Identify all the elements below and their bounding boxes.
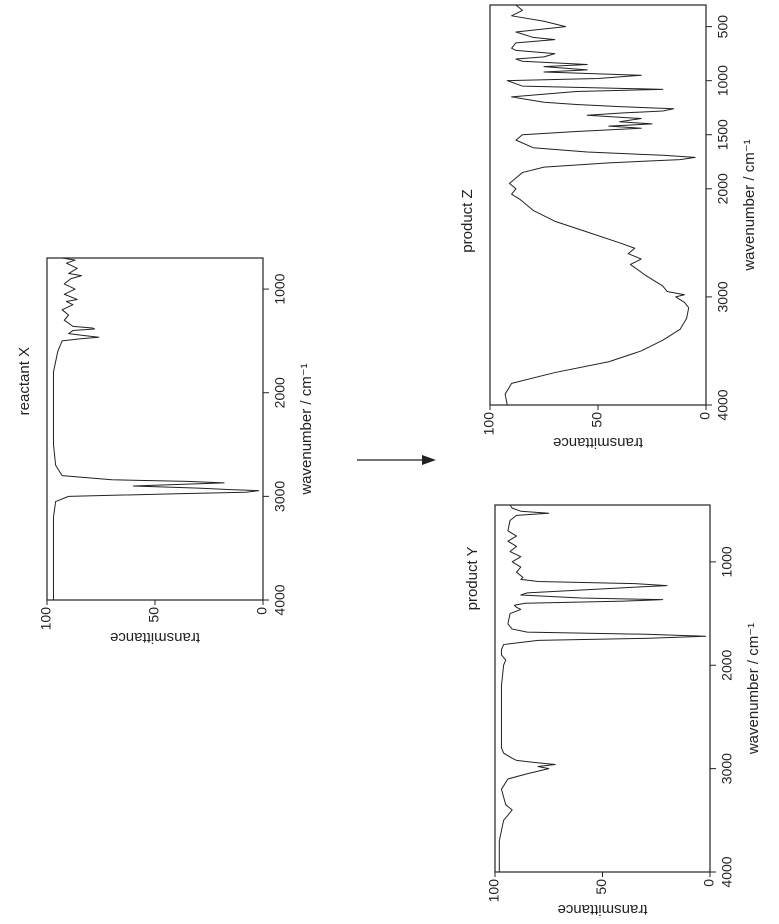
chart-title: product Z: [459, 189, 476, 252]
x-tick-label: 2000: [715, 173, 731, 204]
x-tick-label: 3000: [272, 481, 288, 512]
x-tick-label: 1500: [715, 119, 731, 150]
y-tick-label: 0: [701, 879, 717, 887]
y-tick-label: 50: [146, 607, 162, 623]
spectrum-chart: 4000 3000 2000 1500 1000 500 0 50 100 product Z wa…: [459, 4, 758, 451]
x-tick-label: 500: [715, 15, 731, 39]
y-tick-label: 100: [38, 607, 54, 631]
spectrum-line: [498, 504, 707, 872]
y-axis-label: transmittance: [557, 901, 647, 918]
spectrum-chart: 4000 3000 2000 1000 0 50 100 reactant X wavenumb…: [16, 257, 315, 646]
chart-title: reactant X: [16, 347, 33, 415]
plot-frame: [494, 504, 711, 873]
chart-title: product Y: [464, 546, 481, 610]
x-tick-label: 4000: [715, 389, 731, 420]
x-axis-label: wavenumber / cm⁻¹: [741, 139, 758, 271]
x-tick-label: 3000: [715, 281, 731, 312]
x-tick-label: 3000: [719, 753, 735, 784]
x-tick-label: 2000: [272, 377, 288, 408]
spectrum-chart: 4000 3000 2000 1000 0 50 100 product Y wavenumbe…: [464, 504, 762, 918]
y-tick-label: 50: [593, 879, 609, 895]
y-axis-label: transmittance: [553, 434, 643, 451]
arrow-head: [422, 455, 436, 465]
y-tick-label: 0: [697, 412, 713, 420]
spectrum-line: [52, 257, 260, 600]
x-tick-label: 4000: [719, 856, 735, 887]
x-tick-label: 4000: [272, 584, 288, 615]
x-tick-label: 1000: [719, 546, 735, 577]
y-axis-label: transmittance: [110, 629, 200, 646]
x-tick-label: 2000: [719, 649, 735, 680]
y-tick-label: 100: [486, 879, 502, 903]
plot-frame: [489, 4, 707, 406]
x-axis-label: wavenumber / cm⁻¹: [298, 363, 315, 495]
plot-frame: [46, 257, 264, 601]
spectrum-line: [504, 4, 696, 406]
x-axis-label: wavenumber / cm⁻¹: [745, 623, 762, 755]
y-tick-label: 100: [481, 412, 497, 436]
y-tick-label: 50: [589, 412, 605, 428]
x-tick-label: 1000: [715, 65, 731, 96]
x-tick-label: 1000: [272, 273, 288, 304]
reaction-arrow: [357, 455, 436, 465]
y-tick-label: 0: [254, 607, 270, 615]
